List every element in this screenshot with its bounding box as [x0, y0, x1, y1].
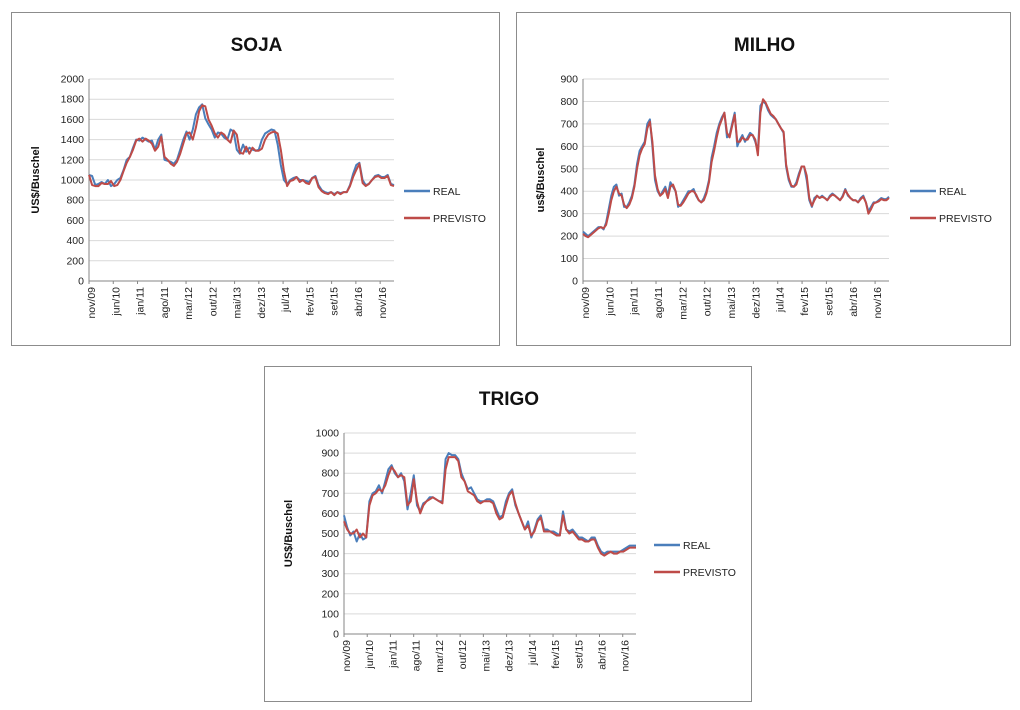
x-tick-label: ago/11	[653, 287, 665, 318]
x-tick-label: mar/12	[434, 640, 446, 673]
y-tick-label: 800	[321, 468, 339, 480]
x-tick-label: jul/14	[775, 287, 787, 313]
y-tick-label: 700	[321, 488, 339, 500]
legend-label-previsto: PREVISTO	[683, 567, 736, 579]
x-tick-label: mar/12	[677, 287, 689, 320]
chart-title: SOJA	[231, 35, 283, 56]
x-tick-label: jun/10	[604, 287, 616, 317]
x-tick-label: abr/16	[597, 640, 609, 670]
chart-title: MILHO	[734, 35, 795, 56]
x-tick-label: dez/13	[256, 287, 268, 319]
x-tick-label: dez/13	[750, 287, 762, 319]
legend-label-real: REAL	[433, 186, 461, 198]
x-tick-label: nov/09	[580, 287, 592, 319]
series-line-previsto	[343, 456, 636, 557]
x-tick-label: mai/13	[480, 640, 492, 672]
y-tick-label: 300	[560, 208, 578, 220]
y-axis-title: US$/Buschel	[30, 146, 42, 213]
y-tick-label: 400	[321, 548, 339, 560]
x-tick-label: nov/16	[872, 287, 884, 319]
y-tick-label: 1600	[61, 114, 85, 126]
legend-label-previsto: PREVISTO	[433, 213, 486, 225]
y-tick-label: 1800	[61, 94, 85, 106]
legend-label-real: REAL	[683, 540, 711, 552]
y-axis-title: us$/Buschel	[535, 148, 547, 213]
y-tick-label: 0	[78, 276, 84, 288]
x-tick-label: set/15	[573, 640, 585, 669]
y-tick-label: 900	[560, 74, 578, 86]
y-tick-label: 400	[560, 186, 578, 198]
x-tick-label: jul/14	[280, 287, 292, 313]
x-tick-label: abr/16	[848, 287, 860, 317]
x-tick-label: abr/16	[353, 287, 365, 317]
x-tick-label: set/15	[329, 287, 341, 316]
y-tick-label: 200	[560, 231, 578, 243]
y-tick-label: 800	[66, 195, 84, 207]
y-tick-label: 600	[560, 141, 578, 153]
y-tick-label: 300	[321, 568, 339, 580]
y-tick-label: 700	[560, 118, 578, 130]
y-tick-label: 500	[321, 528, 339, 540]
x-tick-label: jan/11	[135, 287, 147, 316]
chart-panel-trigo: TRIGO 0 100 200 300 400 500 600 700 800 900 1000 US$…	[264, 366, 752, 702]
x-tick-label: jun/10	[364, 640, 376, 670]
y-axis-title: US$/Buschel	[283, 500, 295, 567]
y-tick-label: 500	[560, 163, 578, 175]
x-tick-label: ago/11	[411, 640, 423, 671]
y-tick-label: 200	[66, 255, 84, 267]
x-tick-label: nov/09	[86, 287, 98, 319]
x-tick-label: set/15	[823, 287, 835, 316]
x-tick-label: jul/14	[527, 640, 539, 666]
y-tick-label: 600	[66, 215, 84, 227]
x-tick-label: fev/15	[550, 640, 562, 669]
x-tick-label: dez/13	[504, 640, 516, 672]
chart-svg-milho: MILHO 0 100 200 300 400 500 600 700 800 900 us$/Bus…	[535, 35, 992, 320]
y-tick-label: 800	[560, 96, 578, 108]
chart-svg-soja: SOJA 0 200 400 600 800 1000 1200 1400 1600 1800 200…	[30, 35, 486, 320]
x-tick-label: nov/09	[341, 640, 353, 672]
y-tick-label: 600	[321, 508, 339, 520]
series-line-previsto	[88, 104, 395, 197]
chart-title: TRIGO	[479, 389, 539, 410]
y-tick-label: 1000	[316, 428, 340, 440]
x-tick-label: fev/15	[304, 287, 316, 316]
y-tick-label: 1000	[61, 175, 85, 187]
chart-panel-milho: MILHO 0 100 200 300 400 500 600 700 800 900 us$/Bus…	[516, 12, 1011, 346]
y-tick-label: 1200	[61, 154, 85, 166]
x-tick-label: out/12	[457, 640, 469, 669]
y-tick-label: 900	[321, 448, 339, 460]
y-tick-label: 400	[66, 235, 84, 247]
x-tick-label: nov/16	[377, 287, 389, 319]
y-tick-label: 100	[321, 608, 339, 620]
legend-label-real: REAL	[939, 186, 967, 198]
x-tick-label: out/12	[207, 287, 219, 316]
legend-label-previsto: PREVISTO	[939, 213, 992, 225]
x-tick-label: nov/16	[620, 640, 632, 672]
x-tick-label: fev/15	[799, 287, 811, 316]
chart-panel-soja: SOJA 0 200 400 600 800 1000 1200 1400 1600 1800 200…	[11, 12, 500, 346]
x-tick-label: jan/11	[629, 287, 641, 316]
series-line-real	[88, 103, 395, 196]
x-tick-label: jun/10	[110, 287, 122, 317]
y-tick-label: 100	[560, 253, 578, 265]
chart-svg-trigo: TRIGO 0 100 200 300 400 500 600 700 800 900 1000 US$…	[283, 389, 736, 673]
y-tick-label: 0	[572, 276, 578, 288]
y-tick-label: 2000	[61, 74, 85, 86]
y-tick-label: 1400	[61, 134, 85, 146]
x-tick-label: ago/11	[159, 287, 171, 318]
x-tick-label: mar/12	[183, 287, 195, 320]
x-tick-label: out/12	[702, 287, 714, 316]
x-tick-label: mai/13	[232, 287, 244, 319]
x-tick-label: mai/13	[726, 287, 738, 319]
x-tick-label: jan/11	[387, 640, 399, 669]
y-tick-label: 0	[333, 629, 339, 641]
y-tick-label: 200	[321, 588, 339, 600]
series-line-previsto	[582, 98, 890, 239]
